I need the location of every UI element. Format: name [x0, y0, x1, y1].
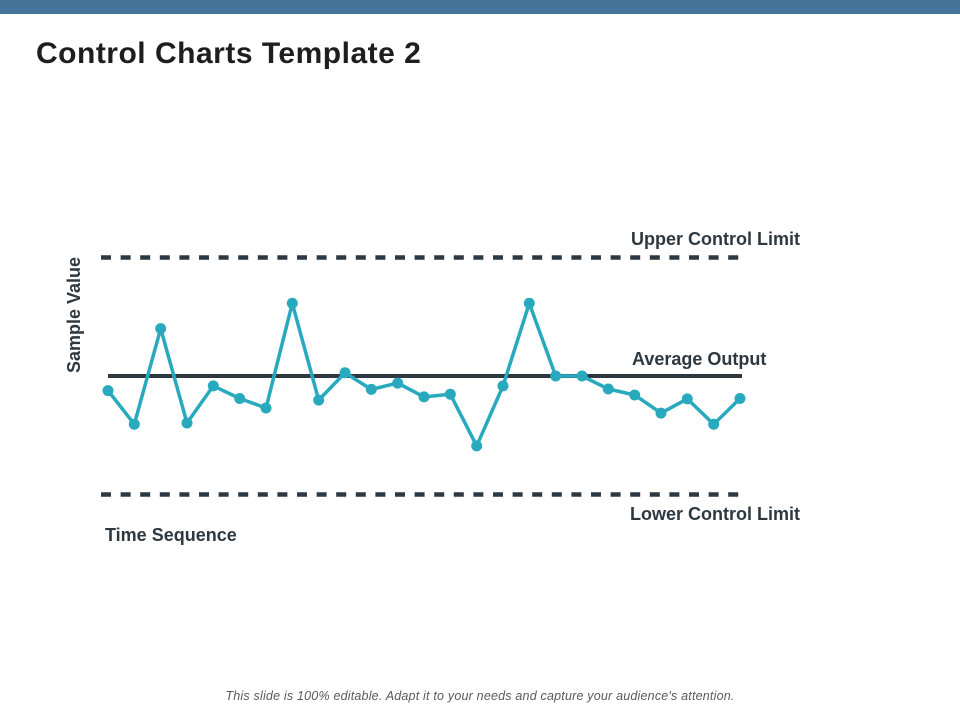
- page-title: Control Charts Template 2: [36, 37, 422, 71]
- data-point: [128, 418, 140, 430]
- data-point: [734, 393, 746, 404]
- data-point: [260, 402, 272, 414]
- x-axis-label: Time Sequence: [105, 525, 237, 545]
- footer-note: This slide is 100% editable. Adapt it to…: [225, 689, 735, 703]
- data-point: [550, 370, 562, 382]
- lower-control-limit-label: Lower Control Limit: [630, 504, 800, 524]
- data-point: [102, 385, 114, 397]
- data-point: [681, 393, 693, 405]
- average-output-label: Average Output: [632, 349, 767, 369]
- top-accent-bar: [0, 0, 960, 14]
- data-point: [655, 407, 667, 419]
- data-point: [418, 391, 430, 403]
- data-point: [339, 367, 351, 379]
- data-point: [444, 388, 456, 400]
- upper-control-limit-label: Upper Control Limit: [631, 229, 800, 249]
- data-point: [602, 383, 614, 395]
- data-point: [392, 377, 404, 389]
- y-axis-label: Sample Value: [64, 256, 84, 374]
- data-point: [234, 393, 246, 404]
- data-point: [313, 394, 325, 406]
- data-point: [365, 383, 377, 395]
- data-point: [576, 370, 588, 382]
- data-point: [207, 380, 219, 392]
- data-point: [629, 389, 641, 401]
- data-point: [497, 380, 509, 392]
- data-point: [523, 297, 535, 309]
- data-point: [471, 440, 483, 452]
- data-point: [708, 418, 720, 430]
- data-point: [286, 297, 298, 309]
- data-point: [155, 323, 167, 335]
- data-point: [181, 417, 193, 429]
